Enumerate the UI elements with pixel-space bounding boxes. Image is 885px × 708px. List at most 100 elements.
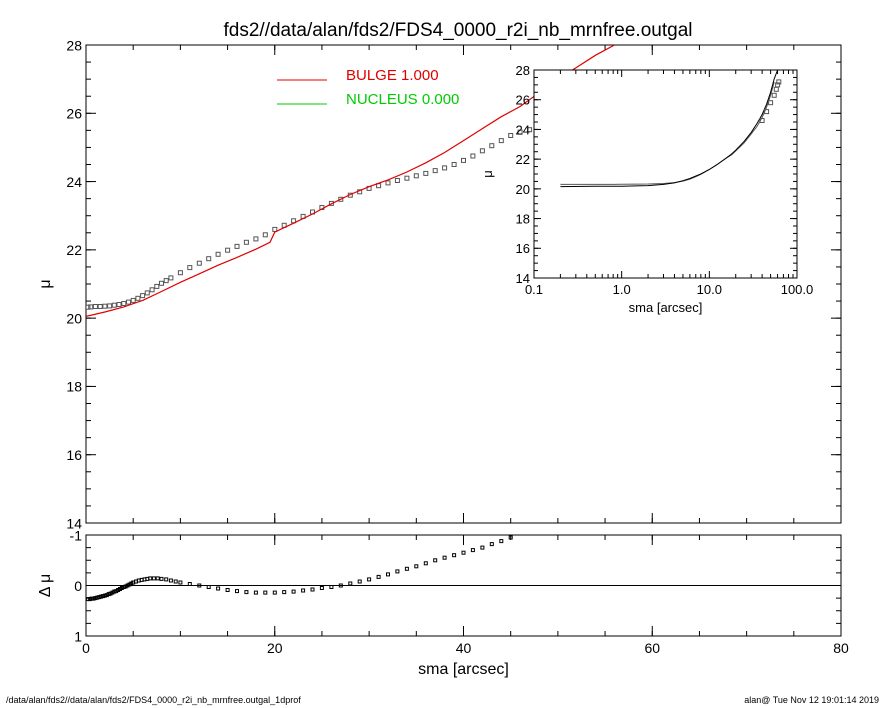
data-point <box>404 566 409 571</box>
x-tick-label: 40 <box>456 640 472 656</box>
data-point <box>319 586 324 590</box>
y-tick-label: 14 <box>66 515 82 531</box>
y-tick-label: 16 <box>66 447 82 463</box>
data-point <box>433 558 438 563</box>
y-tick-label: 16 <box>516 241 530 256</box>
y-axis-label: Δ μ <box>37 574 54 597</box>
y-tick-label: 28 <box>66 37 82 53</box>
data-point <box>253 236 259 242</box>
data-point <box>395 569 400 574</box>
inset-plot: 0.1 1.0 10.0 100.0 14 16 18 20 22 24 26 28 μ sma [arc… <box>480 63 813 315</box>
data-point <box>517 129 523 135</box>
data-point <box>423 170 429 176</box>
data-point <box>348 581 353 586</box>
data-point <box>102 303 108 309</box>
y-tick-label: 1 <box>74 628 82 644</box>
data-point <box>470 153 476 159</box>
x-tick-label: 60 <box>644 640 660 656</box>
y-tick-label: 26 <box>516 93 530 108</box>
data-point <box>173 579 178 584</box>
data-point <box>168 578 173 583</box>
data-point <box>442 165 448 171</box>
data-point <box>470 548 475 553</box>
series-line <box>86 45 615 317</box>
data-point <box>225 247 231 253</box>
inset-profile-series <box>560 70 782 188</box>
data-point <box>764 109 770 115</box>
data-point <box>178 580 183 585</box>
data-point <box>771 92 777 98</box>
data-point <box>432 168 438 174</box>
main-plot: 14 16 18 20 22 24 26 28 μ <box>37 37 842 531</box>
data-point <box>489 542 494 547</box>
x-axis-label: sma [arcsec] <box>629 300 703 315</box>
y-tick-label: 20 <box>516 182 530 197</box>
y-tick-label: 18 <box>66 379 82 395</box>
data-point <box>253 590 258 595</box>
data-point <box>206 256 212 262</box>
data-point <box>291 589 296 594</box>
data-point <box>187 265 193 271</box>
data-point <box>196 260 202 266</box>
y-tick-label: 20 <box>66 310 82 326</box>
y-tick-label: 14 <box>516 271 530 286</box>
data-point <box>155 576 160 581</box>
data-point <box>768 100 774 106</box>
data-point <box>159 576 164 581</box>
y-tick-label: 22 <box>516 152 530 167</box>
data-point <box>144 290 150 296</box>
data-point <box>107 303 113 309</box>
data-point <box>282 590 287 595</box>
data-point <box>244 590 249 595</box>
data-point <box>215 251 221 257</box>
x-tick-label: 1.0 <box>613 282 631 297</box>
data-point <box>121 301 127 306</box>
residual-profile-series <box>86 535 513 602</box>
data-point <box>130 297 136 303</box>
data-point <box>272 590 277 595</box>
data-point <box>262 232 268 238</box>
data-point <box>164 577 169 582</box>
data-point <box>452 553 457 558</box>
data-point <box>394 178 400 183</box>
x-tick-label: 0.1 <box>525 282 543 297</box>
data-point <box>442 555 447 560</box>
data-point <box>197 583 202 588</box>
y-axis-label: μ <box>480 170 495 178</box>
data-point <box>367 577 372 582</box>
data-point <box>272 226 278 232</box>
data-point <box>92 304 98 309</box>
legend-nucleus-label: NUCLEUS 0.000 <box>346 91 459 108</box>
data-point <box>376 574 381 579</box>
legend: BULGE 1.000 NUCLEUS 0.000 <box>277 67 459 108</box>
y-tick-label: 22 <box>66 242 82 258</box>
data-point <box>759 118 765 123</box>
data-point <box>489 143 495 149</box>
y-tick-label: 26 <box>66 106 82 122</box>
data-point <box>338 583 343 588</box>
x-tick-label: 100.0 <box>781 282 814 297</box>
y-tick-label: 18 <box>516 212 530 227</box>
data-point <box>480 545 485 550</box>
data-point <box>499 539 504 544</box>
data-point <box>135 295 141 301</box>
data-point <box>243 239 249 245</box>
data-point <box>149 287 155 293</box>
data-point <box>329 585 334 589</box>
data-point <box>163 278 169 284</box>
data-point <box>140 293 146 299</box>
data-point <box>301 588 306 593</box>
data-point <box>168 275 174 281</box>
data-point <box>206 585 211 589</box>
y-tick-label: 28 <box>516 63 530 78</box>
data-point <box>154 283 160 289</box>
y-axis-label: μ <box>37 279 54 288</box>
data-point <box>225 588 230 592</box>
data-point <box>216 586 221 591</box>
data-point <box>776 79 782 85</box>
legend-bulge-label: BULGE 1.000 <box>346 67 439 84</box>
x-tick-label: 80 <box>833 640 849 656</box>
data-point <box>126 299 131 305</box>
data-point <box>116 302 122 307</box>
data-point <box>151 576 156 581</box>
